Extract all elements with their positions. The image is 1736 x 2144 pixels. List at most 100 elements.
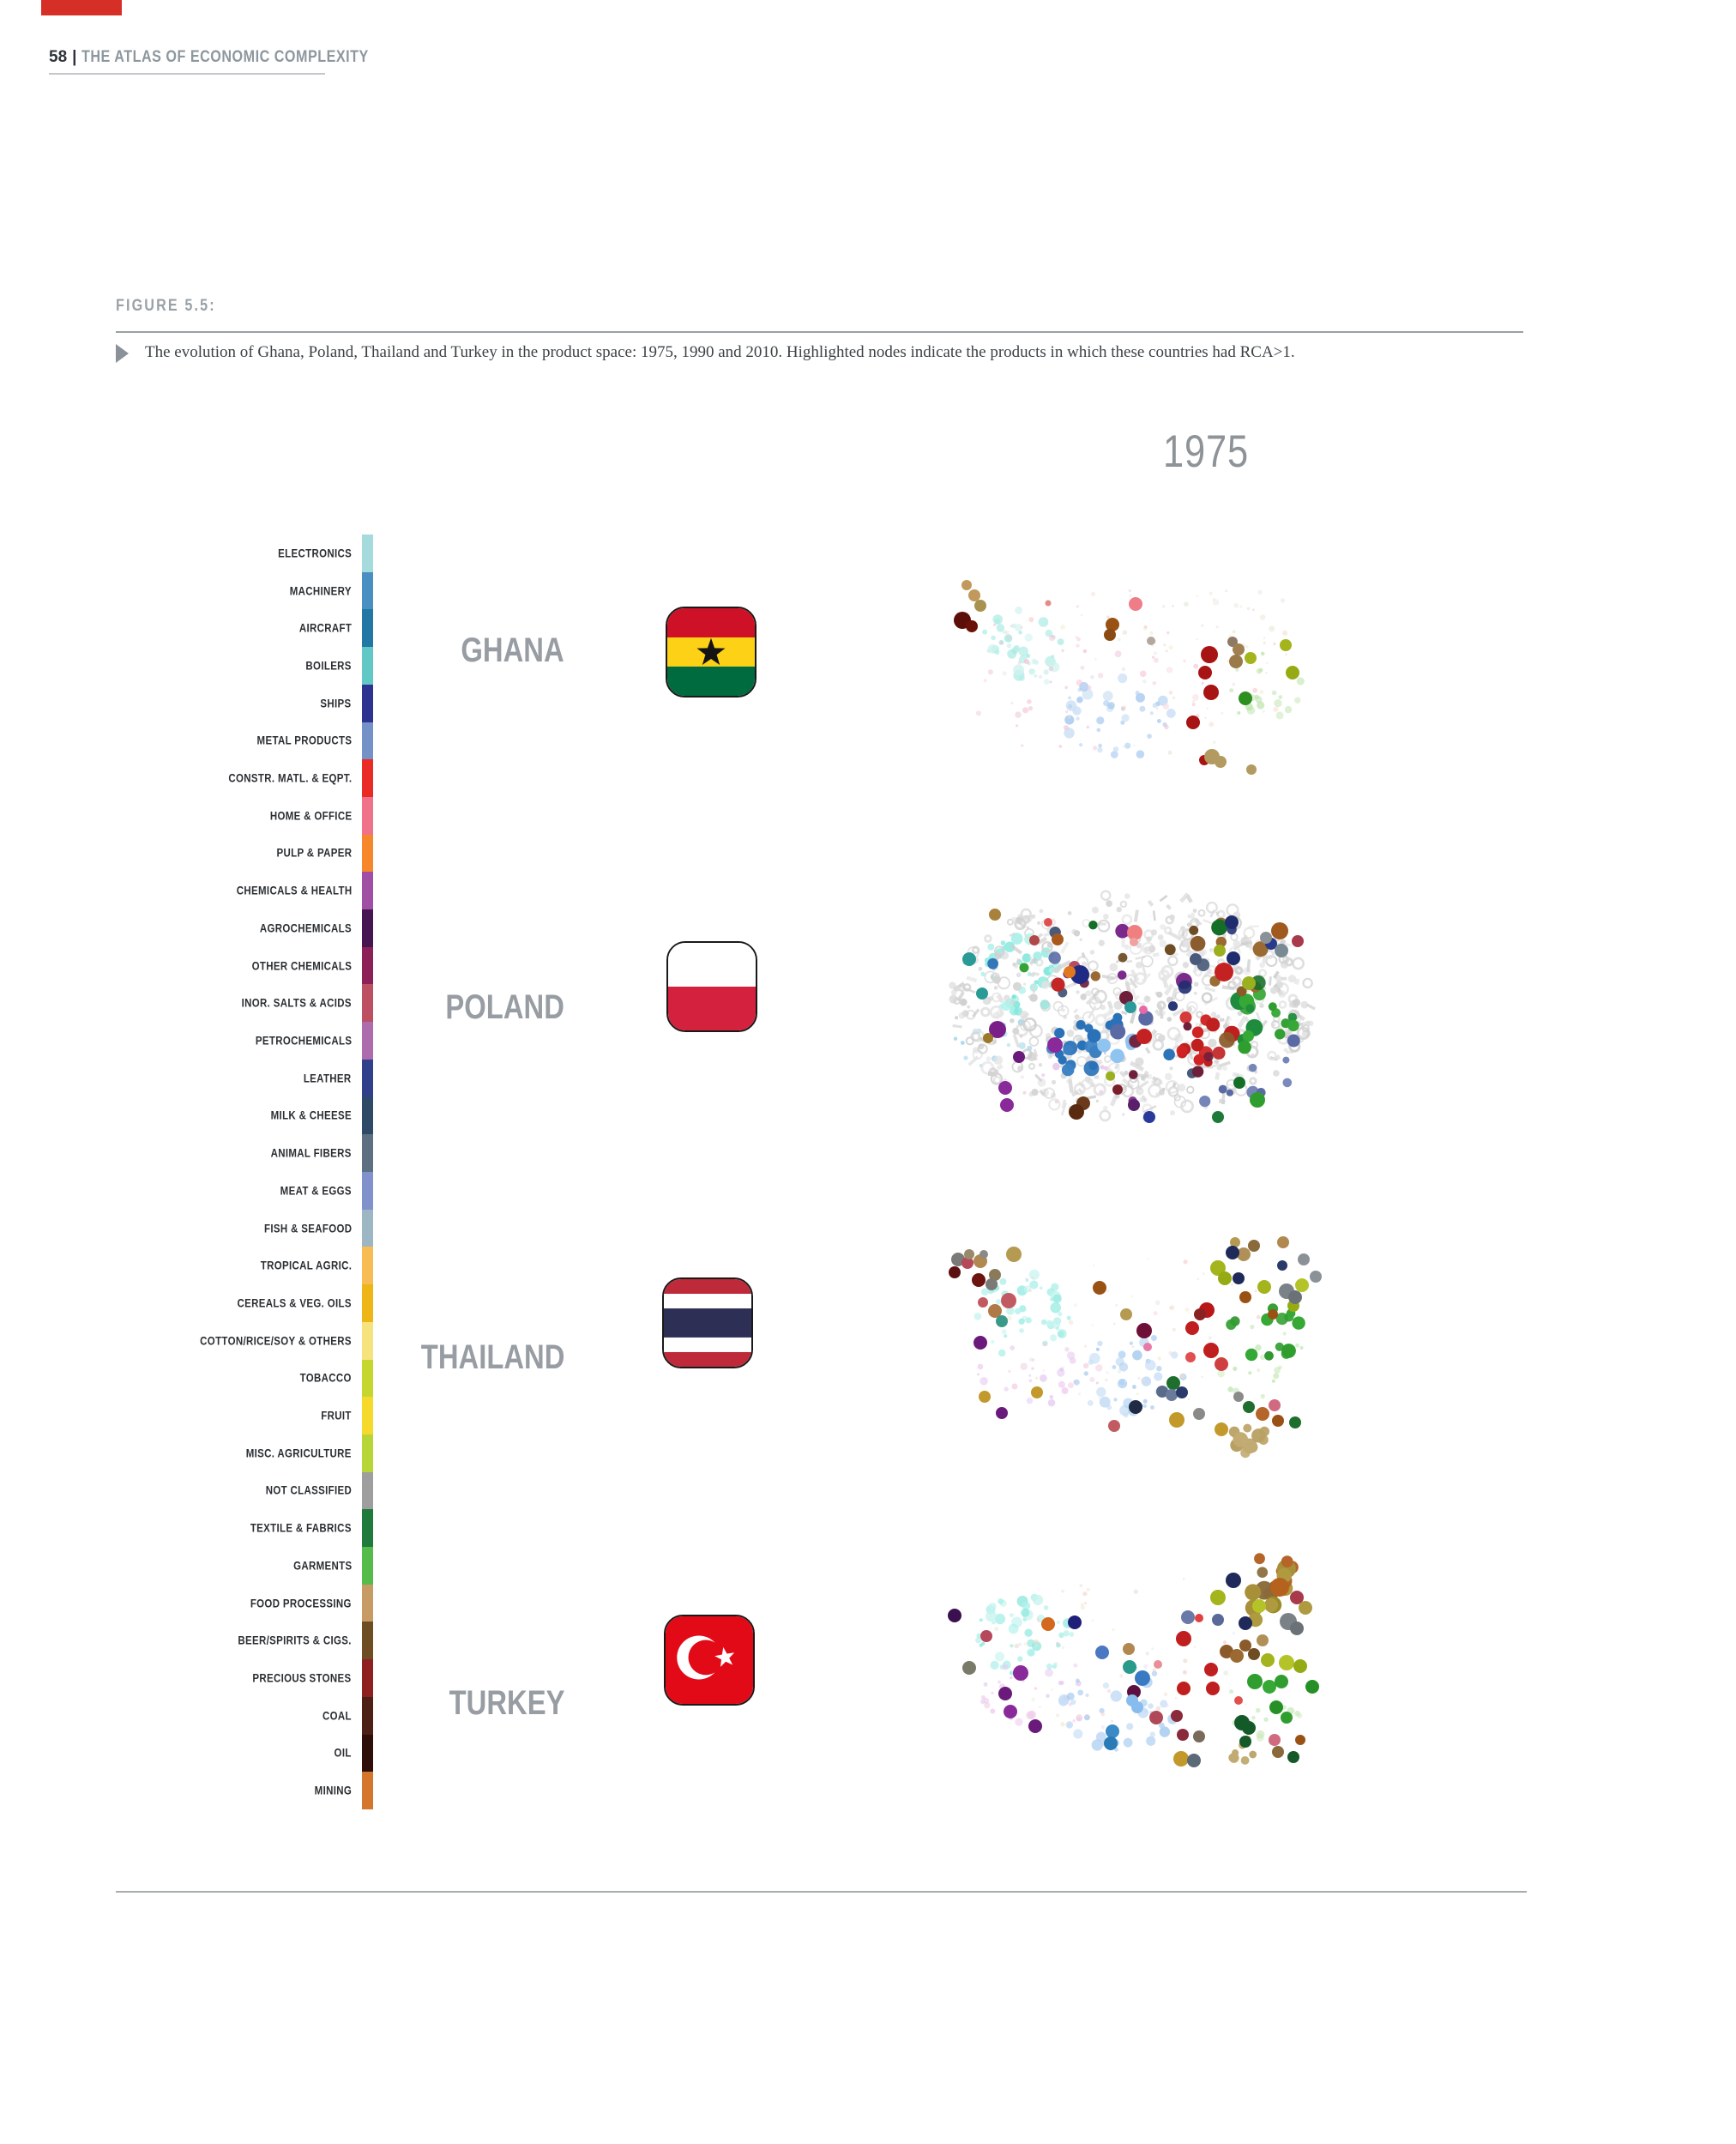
legend-swatch (362, 1734, 373, 1773)
page-number: 58 (49, 48, 68, 66)
legend-swatch (362, 1284, 373, 1322)
flag-art-poland (668, 943, 756, 1030)
legend-item: TEXTILE & FABRICS (0, 1509, 377, 1548)
legend-label: PRECIOUS STONES (252, 1671, 352, 1685)
legend-label: BOILERS (305, 659, 352, 673)
legend-item: AGROCHEMICALS (0, 909, 377, 947)
turkey-flag-icon (664, 1615, 755, 1706)
legend-label: HOME & OFFICE (269, 809, 352, 823)
legend-swatch (362, 571, 373, 610)
legend-label: MISC. AGRICULTURE (245, 1446, 352, 1460)
legend-swatch (362, 1209, 373, 1247)
legend-item: CHEMICALS & HEALTH (0, 872, 377, 910)
legend-item: CEREALS & VEG. OILS (0, 1284, 377, 1322)
legend-label: FRUIT (321, 1409, 352, 1422)
legend-swatch (362, 1471, 373, 1510)
product-space-poland (949, 890, 1316, 1123)
year-title: 1975 (1163, 426, 1249, 477)
legend-label: TOBACCO (299, 1371, 352, 1385)
legend-swatch (362, 1022, 373, 1060)
product-space-turkey (948, 1553, 1319, 1767)
legend-label: METAL PRODUCTS (256, 734, 352, 747)
legend-label: PETROCHEMICALS (255, 1034, 352, 1048)
legend-swatch (362, 946, 373, 985)
legend-item: COTTON/RICE/SOY & OTHERS (0, 1321, 377, 1360)
legend-swatch (362, 1134, 373, 1172)
legend: ELECTRONICS MACHINERY AIRCRAFT BOILERS SHIPS… (0, 534, 377, 1809)
legend-item: INOR. SALTS & ACIDS (0, 984, 377, 1023)
legend-label: ANIMAL FIBERS (270, 1146, 352, 1160)
legend-item: HOME & OFFICE (0, 796, 377, 835)
country-label-turkey: TURKEY (449, 1684, 564, 1722)
product-space-thailand (949, 1236, 1322, 1459)
caption-top-rule (116, 331, 1523, 333)
legend-swatch (362, 1547, 373, 1585)
legend-item: CONSTR. MATL. & EQPT. (0, 759, 377, 797)
legend-item: GARMENTS (0, 1547, 377, 1585)
header-separator: | (72, 48, 77, 66)
legend-swatch (362, 1096, 373, 1135)
flag-art-thailand (664, 1279, 751, 1367)
legend-swatch (362, 1584, 373, 1622)
thailand-flag-icon (662, 1277, 753, 1368)
country-label-thailand: THAILAND (420, 1338, 564, 1376)
legend-label: SHIPS (320, 697, 352, 710)
legend-label: FOOD PROCESSING (250, 1597, 352, 1610)
legend-label: GARMENTS (292, 1559, 352, 1573)
legend-label: COTTON/RICE/SOY & OTHERS (200, 1334, 352, 1348)
legend-item: PRECIOUS STONES (0, 1659, 377, 1697)
legend-item: TROPICAL AGRIC. (0, 1247, 377, 1285)
flag-art-ghana (667, 608, 755, 696)
legend-item: OIL (0, 1734, 377, 1773)
legend-label: CHEMICALS & HEALTH (236, 884, 352, 897)
legend-swatch (362, 1397, 373, 1434)
legend-label: BEER/SPIRITS & CIGS. (238, 1634, 352, 1647)
figure-label: FIGURE 5.5: (116, 297, 216, 315)
legend-label: AGROCHEMICALS (259, 921, 352, 935)
legend-label: CEREALS & VEG. OILS (237, 1296, 352, 1310)
legend-item: FRUIT (0, 1397, 377, 1434)
book-title: THE ATLAS OF ECONOMIC COMPLEXITY (81, 48, 370, 66)
legend-item: ANIMAL FIBERS (0, 1134, 377, 1172)
legend-item: MILK & CHEESE (0, 1096, 377, 1135)
legend-swatch (362, 647, 373, 685)
legend-label: TEXTILE & FABRICS (250, 1521, 352, 1535)
country-label-ghana: GHANA (461, 631, 564, 669)
ghana-flag-icon (666, 607, 756, 698)
legend-swatch (362, 796, 373, 835)
legend-swatch (362, 984, 373, 1023)
legend-item: TOBACCO (0, 1359, 377, 1398)
legend-label: OIL (334, 1746, 352, 1760)
country-label-poland: POLAND (445, 988, 564, 1026)
legend-swatch (362, 609, 373, 648)
legend-item: FOOD PROCESSING (0, 1584, 377, 1622)
bottom-rule (116, 1891, 1527, 1893)
legend-swatch (362, 1359, 373, 1398)
legend-item: PETROCHEMICALS (0, 1022, 377, 1060)
legend-swatch (362, 1622, 373, 1660)
figure-caption: The evolution of Ghana, Poland, Thailand… (145, 343, 1295, 361)
legend-item: NOT CLASSIFIED (0, 1471, 377, 1510)
legend-swatch (362, 722, 373, 760)
legend-item: MINING (0, 1772, 377, 1809)
legend-item: AIRCRAFT (0, 609, 377, 648)
legend-label: TROPICAL AGRIC. (260, 1259, 352, 1272)
legend-swatch (362, 834, 373, 873)
legend-label: MILK & CHEESE (270, 1108, 352, 1122)
caption-arrow-icon (116, 344, 129, 363)
legend-label: MACHINERY (289, 584, 352, 598)
legend-item: PULP & PAPER (0, 834, 377, 873)
legend-item: BOILERS (0, 647, 377, 685)
legend-item: OTHER CHEMICALS (0, 946, 377, 985)
poland-flag-icon (666, 941, 757, 1032)
legend-swatch (362, 1434, 373, 1472)
legend-swatch (362, 1059, 373, 1097)
legend-label: LEATHER (304, 1072, 352, 1085)
legend-label: INOR. SALTS & ACIDS (241, 996, 352, 1010)
legend-swatch (362, 534, 373, 572)
legend-item: LEATHER (0, 1059, 377, 1097)
legend-label: MEAT & EGGS (280, 1184, 352, 1198)
legend-item: COAL (0, 1696, 377, 1735)
network-background (949, 890, 1316, 1123)
